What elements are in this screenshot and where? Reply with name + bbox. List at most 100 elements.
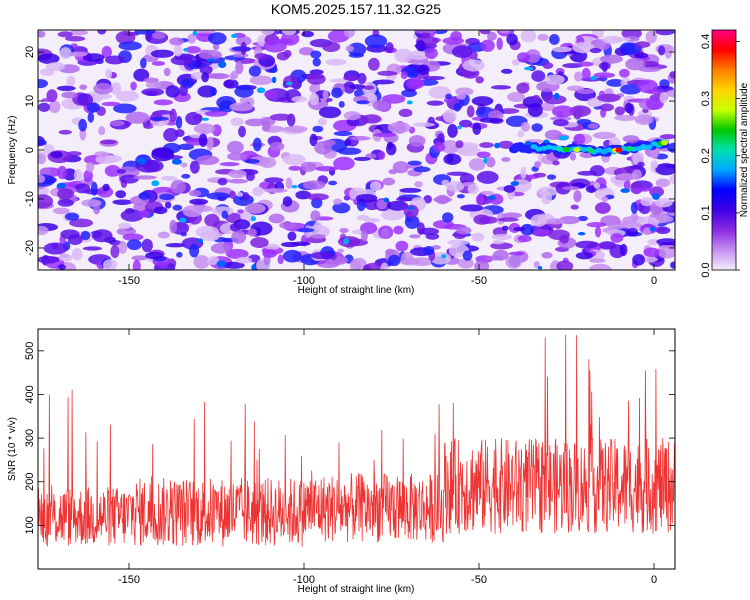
heatmap-noise-blob — [472, 122, 482, 135]
colorbar-ticks: 0.0 0.1 0.2 0.3 0.4 — [700, 34, 740, 278]
heatmap-noise-blob — [426, 100, 444, 106]
heatmap-noise-blob — [433, 142, 446, 153]
heatmap-noise-blob — [331, 87, 343, 99]
x-tick-label: -100 — [293, 574, 315, 586]
heatmap-noise-blob — [505, 255, 522, 269]
colorbar-tick-label: 0.0 — [700, 262, 712, 277]
heatmap-speckle — [558, 135, 569, 141]
heatmap-noise-blob — [443, 153, 462, 165]
heatmap-noise-blob — [508, 251, 525, 256]
heatmap-noise-blob — [572, 41, 595, 54]
heatmap-noise-blob — [435, 194, 450, 205]
heatmap-noise-blob — [268, 213, 285, 224]
heatmap-noise-blob — [235, 35, 252, 46]
heatmap-noise-blob — [325, 58, 347, 66]
heatmap-noise-blob — [328, 180, 338, 186]
signal-hotspot — [601, 148, 609, 154]
heatmap-noise-blob — [226, 140, 244, 154]
heatmap-noise-blob — [373, 132, 396, 138]
heatmap-noise-blob — [78, 118, 88, 132]
heatmap-noise-blob — [153, 99, 174, 106]
heatmap-noise-blob — [264, 89, 279, 99]
heatmap-cells — [38, 30, 675, 270]
heatmap-noise-blob — [385, 248, 395, 256]
heatmap-noise-blob — [655, 163, 675, 176]
heatmap-noise-blob — [133, 68, 150, 82]
snr-x-axis-label: Height of straight line (km) — [298, 584, 415, 595]
heatmap-noise-blob — [573, 133, 586, 145]
heatmap-noise-blob — [145, 251, 164, 260]
heatmap-noise-blob — [547, 174, 557, 180]
heatmap-noise-blob — [517, 130, 525, 138]
heatmap-noise-blob — [349, 258, 362, 270]
heatmap-noise-blob — [437, 133, 445, 142]
heatmap-noise-blob — [69, 30, 88, 36]
heatmap-noise-blob — [527, 103, 543, 118]
heatmap-noise-blob — [313, 221, 323, 231]
heatmap-noise-blob — [100, 139, 117, 145]
heatmap-noise-blob — [240, 41, 247, 56]
heatmap-noise-blob — [58, 253, 73, 262]
heatmap-noise-blob — [118, 222, 132, 230]
heatmap-noise-blob — [626, 227, 639, 237]
heatmap-noise-blob — [473, 214, 491, 225]
heatmap-noise-blob — [59, 47, 72, 60]
heatmap-noise-blob — [441, 140, 459, 154]
heatmap-noise-blob — [491, 233, 513, 241]
heatmap-noise-blob — [269, 141, 285, 151]
heatmap-speckle — [197, 238, 204, 244]
heatmap-noise-blob — [424, 47, 438, 60]
heatmap-noise-blob — [153, 206, 168, 215]
heatmap-noise-blob — [492, 239, 505, 245]
heatmap-noise-blob — [458, 119, 473, 128]
heatmap-noise-blob — [589, 47, 602, 54]
snr-x-ticks: -150 -100 -50 0 — [118, 329, 657, 586]
heatmap-noise-blob — [542, 62, 554, 69]
heatmap-noise-blob — [634, 114, 654, 125]
heatmap-noise-blob — [223, 261, 245, 269]
heatmap-noise-blob — [150, 116, 170, 121]
heatmap-speckle — [406, 100, 413, 105]
heatmap-x-axis-label: Height of straight line (km) — [298, 285, 415, 296]
heatmap-noise-blob — [225, 248, 249, 259]
heatmap-noise-blob — [115, 190, 127, 199]
heatmap-noise-blob — [262, 249, 278, 258]
heatmap-speckle — [488, 195, 496, 200]
heatmap-noise-blob — [569, 152, 576, 161]
heatmap-noise-blob — [41, 97, 54, 102]
heatmap-noise-blob — [143, 124, 154, 129]
heatmap-noise-blob — [144, 90, 158, 96]
heatmap-noise-blob — [157, 231, 170, 239]
heatmap-noise-blob — [82, 246, 103, 251]
heatmap-noise-blob — [198, 133, 208, 147]
heatmap-speckle — [216, 260, 227, 268]
heatmap-noise-blob — [198, 49, 223, 60]
heatmap-noise-blob — [598, 62, 611, 70]
heatmap-noise-blob — [549, 116, 572, 121]
heatmap-speckle — [291, 184, 298, 189]
heatmap-noise-blob — [409, 234, 421, 239]
heatmap-noise-blob — [573, 190, 582, 202]
y-tick-label: -10 — [24, 191, 36, 207]
heatmap-noise-blob — [228, 169, 247, 179]
heatmap-noise-blob — [181, 173, 191, 179]
heatmap-noise-blob — [456, 226, 472, 235]
heatmap-noise-blob — [533, 261, 540, 269]
heatmap-noise-blob — [431, 245, 441, 250]
heatmap-speckle — [271, 76, 277, 84]
y-tick-label: 10 — [24, 95, 36, 107]
heatmap-noise-blob — [537, 33, 549, 41]
heatmap-speckle — [407, 206, 415, 210]
heatmap-noise-blob — [247, 228, 257, 237]
heatmap-noise-blob — [343, 75, 358, 81]
heatmap-noise-blob — [211, 206, 234, 216]
heatmap-noise-blob — [165, 242, 186, 248]
heatmap-noise-blob — [322, 41, 341, 53]
heatmap-noise-blob — [570, 204, 579, 210]
heatmap-noise-blob — [169, 219, 178, 234]
heatmap-noise-blob — [165, 85, 180, 98]
heatmap-noise-blob — [73, 169, 83, 182]
heatmap-noise-blob — [172, 204, 183, 211]
heatmap-noise-blob — [520, 121, 530, 132]
